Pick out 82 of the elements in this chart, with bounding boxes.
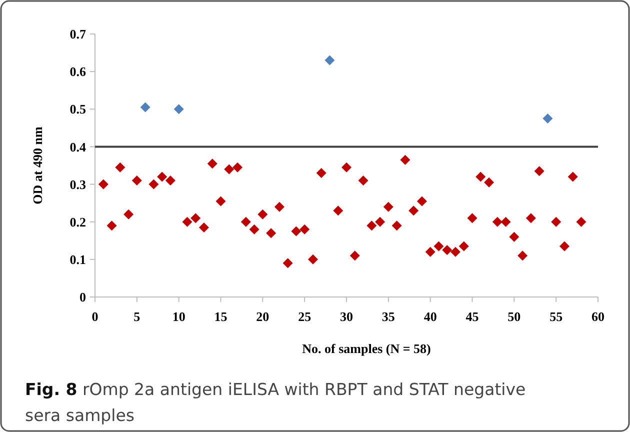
x-tick-label: 10 bbox=[172, 309, 186, 324]
point bbox=[392, 220, 402, 231]
y-tick-label: 0.1 bbox=[70, 252, 86, 267]
x-tick-label: 45 bbox=[466, 309, 480, 324]
point bbox=[140, 102, 150, 112]
point bbox=[383, 202, 394, 212]
x-tick-label: 55 bbox=[550, 309, 564, 324]
point bbox=[258, 209, 268, 220]
point bbox=[115, 162, 126, 172]
x-tick-label: 20 bbox=[256, 309, 270, 324]
y-tick-label: 0.3 bbox=[70, 176, 86, 192]
point bbox=[375, 216, 386, 227]
point bbox=[240, 216, 251, 227]
text: Fig. 8 rOmp 2a antigen iELISA with RBPT and STAT negative sera samples bbox=[25, 380, 526, 425]
point bbox=[249, 224, 260, 234]
point bbox=[458, 241, 469, 252]
point bbox=[232, 162, 243, 172]
point bbox=[442, 245, 452, 256]
point bbox=[198, 222, 209, 232]
point bbox=[484, 177, 494, 188]
y-axis-title: OD at 490 nm bbox=[30, 126, 45, 204]
point bbox=[568, 172, 578, 182]
point bbox=[333, 206, 344, 216]
point bbox=[182, 216, 192, 227]
point bbox=[266, 228, 276, 238]
point bbox=[518, 250, 528, 261]
point bbox=[132, 176, 142, 186]
point bbox=[576, 216, 586, 227]
point bbox=[559, 241, 570, 252]
point bbox=[174, 104, 184, 114]
point bbox=[282, 258, 293, 268]
point bbox=[207, 158, 218, 169]
x-tick-label: 0 bbox=[92, 309, 98, 324]
point bbox=[148, 179, 159, 190]
x-tick-label: 40 bbox=[424, 309, 437, 324]
point bbox=[434, 241, 444, 252]
point bbox=[500, 216, 511, 227]
point bbox=[366, 220, 377, 231]
point bbox=[98, 179, 108, 190]
point bbox=[534, 166, 544, 176]
y-tick-label: 0.2 bbox=[70, 214, 86, 230]
point bbox=[165, 176, 176, 186]
x-tick-label: 30 bbox=[340, 309, 353, 324]
point bbox=[274, 202, 284, 212]
point bbox=[467, 213, 478, 224]
point bbox=[350, 250, 360, 261]
point bbox=[124, 209, 134, 220]
point bbox=[157, 172, 168, 182]
y-tick-label: 0.7 bbox=[70, 26, 86, 42]
point bbox=[509, 232, 520, 242]
point bbox=[450, 246, 460, 257]
point bbox=[300, 224, 310, 234]
x-tick-label: 60 bbox=[592, 309, 604, 324]
point bbox=[416, 196, 427, 206]
point bbox=[400, 154, 410, 165]
point bbox=[551, 216, 562, 227]
x-axis-title: No. of samples (N = 58) bbox=[302, 341, 431, 356]
point bbox=[308, 254, 318, 264]
point bbox=[224, 164, 234, 174]
x-tick-label: 35 bbox=[382, 309, 396, 324]
x-tick-label: 5 bbox=[134, 309, 141, 324]
point bbox=[291, 226, 302, 236]
point bbox=[316, 168, 326, 178]
x-tick-label: 50 bbox=[508, 309, 521, 324]
point bbox=[425, 246, 436, 257]
y-tick-label: 0.5 bbox=[70, 102, 86, 117]
x-tick-label: 15 bbox=[214, 309, 228, 324]
x-tick-label: 25 bbox=[298, 309, 312, 324]
y-tick-label: 0.4 bbox=[70, 139, 86, 154]
point bbox=[216, 196, 226, 206]
point bbox=[358, 176, 368, 186]
point bbox=[476, 172, 486, 182]
point bbox=[324, 55, 335, 66]
point bbox=[492, 216, 502, 227]
point bbox=[106, 220, 117, 231]
y-tick-label: 0 bbox=[80, 290, 86, 305]
point bbox=[542, 114, 553, 124]
point bbox=[408, 206, 419, 216]
point bbox=[526, 213, 536, 224]
point bbox=[342, 162, 352, 172]
y-tick-label: 0.6 bbox=[70, 64, 86, 80]
point bbox=[190, 213, 201, 224]
